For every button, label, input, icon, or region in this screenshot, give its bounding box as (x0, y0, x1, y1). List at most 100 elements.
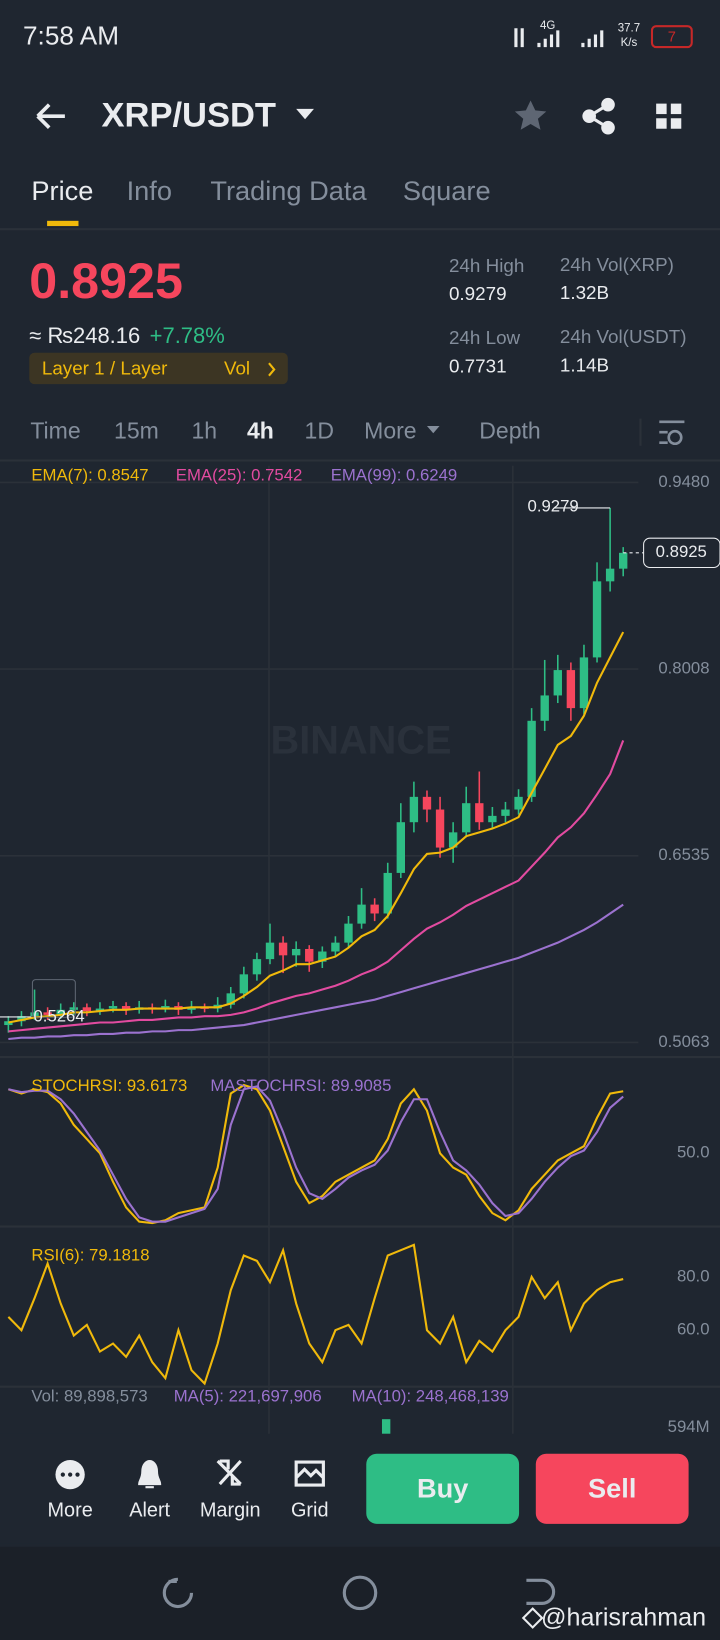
alert-icon[interactable] (138, 1459, 162, 1489)
candle-body (121, 1006, 131, 1010)
battery-level: 7 (668, 30, 676, 46)
candle-body (383, 872, 392, 914)
back-button[interactable] (526, 1578, 556, 1605)
y-tick-label: 50.0 (677, 1143, 710, 1162)
watermark: BINANCE (271, 719, 452, 763)
ema-line (8, 740, 625, 1033)
tab-indicator (47, 220, 79, 227)
grid-icon[interactable] (294, 1460, 325, 1487)
sell-label[interactable]: Sell (588, 1473, 636, 1504)
interval[interactable]: Depth (479, 417, 540, 443)
interval[interactable]: Time (30, 417, 80, 443)
legend-entry: MA(5): 221,697,906 (174, 1387, 322, 1406)
candle-body (4, 1021, 13, 1026)
interval[interactable]: More (364, 417, 416, 443)
legend-entry: EMA(7): 0.8547 (31, 466, 148, 485)
tab[interactable]: Square (403, 175, 491, 206)
y-tick-label: 0.6535 (658, 845, 709, 864)
stat-value: 1.14B (560, 354, 609, 375)
ema-line (8, 631, 625, 1024)
candle-body (278, 942, 288, 956)
change: +7.78% (150, 323, 225, 348)
candle-body (435, 809, 445, 848)
candle-body (448, 832, 458, 848)
nav-bar (0, 1546, 720, 1640)
candle-body (422, 796, 432, 810)
home-button[interactable] (342, 1575, 378, 1611)
interval[interactable]: 15m (114, 417, 159, 443)
action-label[interactable]: Alert (129, 1500, 170, 1522)
high-label: 0.9279 (528, 496, 579, 515)
last-price: 0.8925 (29, 253, 183, 309)
indicator-line (8, 1083, 624, 1225)
candle-body (592, 581, 602, 658)
candle-body (108, 1006, 118, 1009)
candle-body (265, 942, 275, 960)
volume-bar (381, 1419, 391, 1434)
candle-body (43, 1012, 52, 1015)
candle-body (501, 809, 510, 816)
candle-body (553, 670, 562, 696)
chevron (268, 362, 276, 377)
action-label[interactable]: Grid (291, 1500, 329, 1522)
legend-entry: EMA(99): 0.6249 (331, 466, 458, 485)
stat-label: 24h High (449, 255, 524, 276)
tab[interactable]: Price (31, 175, 93, 206)
candle-body (619, 552, 628, 569)
candle-body (579, 657, 589, 709)
candle-body (226, 993, 235, 1005)
low-label: 0.5264 (33, 1006, 84, 1025)
stat-label: 24h Vol(XRP) (560, 254, 674, 275)
speed: 37.7 (618, 22, 640, 34)
tag-link: Vol (224, 357, 250, 378)
legend-entry: MASTOCHRSI: 89.9085 (210, 1076, 391, 1095)
battery-icon (650, 25, 693, 49)
candle-body (344, 923, 353, 943)
clock: 7:58 AM (23, 21, 119, 51)
share-icon[interactable] (582, 97, 615, 135)
tag-chip[interactable] (29, 352, 288, 385)
candle-body (540, 695, 549, 721)
candle-body (305, 948, 314, 962)
candle-body (252, 959, 262, 975)
stat-value: 0.9279 (449, 283, 507, 304)
settings-icon[interactable] (659, 420, 685, 445)
stat-label: 24h Vol(USDT) (560, 326, 687, 347)
candle-body (396, 822, 405, 873)
indicator-line (8, 1085, 624, 1223)
tab[interactable]: Info (127, 175, 172, 206)
user-watermark-logo (521, 1607, 544, 1629)
back-icon[interactable] (36, 103, 65, 129)
user-watermark: @harisrahman (541, 1604, 706, 1632)
interval[interactable]: 1D (305, 417, 334, 443)
candle-body (95, 1008, 105, 1012)
margin-icon[interactable] (216, 1459, 242, 1486)
interval[interactable]: 1h (192, 417, 218, 443)
action-label[interactable]: More (47, 1500, 92, 1522)
sell-button[interactable] (535, 1453, 689, 1524)
favorite-icon[interactable] (514, 100, 547, 130)
price-bubble (643, 537, 720, 568)
y-tick-label: 0.9480 (658, 472, 709, 491)
layout-icon[interactable] (656, 103, 682, 129)
candle-body (56, 1009, 65, 1015)
expand-button[interactable] (31, 979, 76, 1018)
tab[interactable]: Trading Data (210, 175, 367, 206)
interval[interactable]: 4h (247, 417, 274, 443)
legend-entry: MA(10): 248,468,139 (352, 1387, 509, 1406)
buy-label[interactable]: Buy (417, 1473, 468, 1504)
candle-body (370, 904, 379, 914)
stat-label: 24h Low (449, 327, 521, 348)
buy-button[interactable] (366, 1453, 520, 1524)
action-label[interactable]: Margin (200, 1500, 261, 1522)
pair-title[interactable]: XRP/USDT (102, 96, 277, 134)
recents-button[interactable] (162, 1577, 194, 1609)
candle-body (475, 803, 484, 823)
candle-body (291, 948, 301, 956)
network: 4G (540, 20, 555, 32)
dropdown-icon (296, 108, 314, 120)
price-bubble-label: 0.8925 (656, 542, 707, 561)
